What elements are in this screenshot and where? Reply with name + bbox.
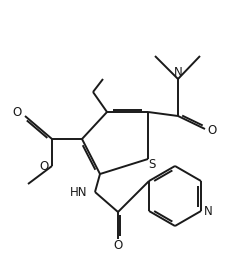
- Text: O: O: [207, 123, 217, 136]
- Text: O: O: [12, 106, 22, 119]
- Text: HN: HN: [69, 186, 87, 199]
- Text: N: N: [174, 65, 182, 78]
- Text: O: O: [39, 160, 49, 173]
- Text: O: O: [113, 239, 123, 251]
- Text: S: S: [148, 158, 156, 171]
- Text: N: N: [204, 205, 212, 218]
